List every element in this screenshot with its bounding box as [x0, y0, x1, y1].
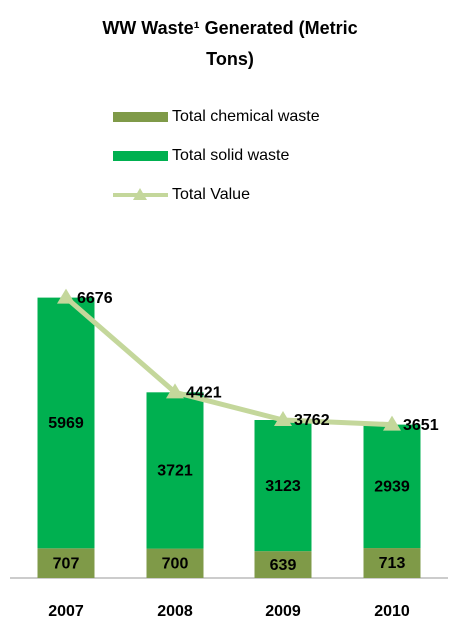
x-tick-label: 2010 [374, 603, 410, 620]
x-tick-label: 2008 [157, 603, 193, 620]
data-label: 6676 [77, 290, 113, 307]
legend-label: Total Value [172, 186, 250, 203]
legend-label: Total chemical waste [172, 108, 320, 125]
x-tick-label: 2007 [48, 603, 84, 620]
data-label: 713 [379, 555, 406, 572]
data-label: 639 [270, 557, 297, 574]
line-marker [383, 415, 401, 431]
legend-swatch [113, 112, 168, 122]
bar-segment [37, 297, 95, 549]
data-label: 5969 [48, 415, 84, 432]
line [64, 295, 393, 428]
legend-label: Total solid waste [172, 147, 289, 164]
line-marker [57, 288, 75, 304]
data-label: 3721 [157, 463, 193, 480]
data-label: 3762 [294, 412, 330, 429]
legend-marker [133, 188, 147, 200]
data-label: 2939 [374, 479, 410, 496]
chart-title: WW Waste¹ Generated (Metric Tons) [102, 18, 357, 69]
legend-swatch [113, 151, 168, 161]
x-tick-label: 2009 [265, 603, 301, 620]
data-label: 3123 [265, 478, 301, 495]
bar-segment [254, 419, 312, 552]
data-label: 707 [53, 555, 80, 572]
bar-segment [37, 548, 95, 578]
line-marker [166, 383, 184, 399]
bar-segment [363, 424, 421, 549]
data-label: 700 [162, 556, 189, 573]
bar-segment [146, 548, 204, 578]
line-marker [274, 410, 292, 426]
data-label: 4421 [186, 385, 222, 402]
bar-segment [254, 551, 312, 578]
data-label: 3651 [403, 417, 439, 434]
bar-segment [363, 548, 421, 578]
bar-segment [146, 392, 204, 549]
